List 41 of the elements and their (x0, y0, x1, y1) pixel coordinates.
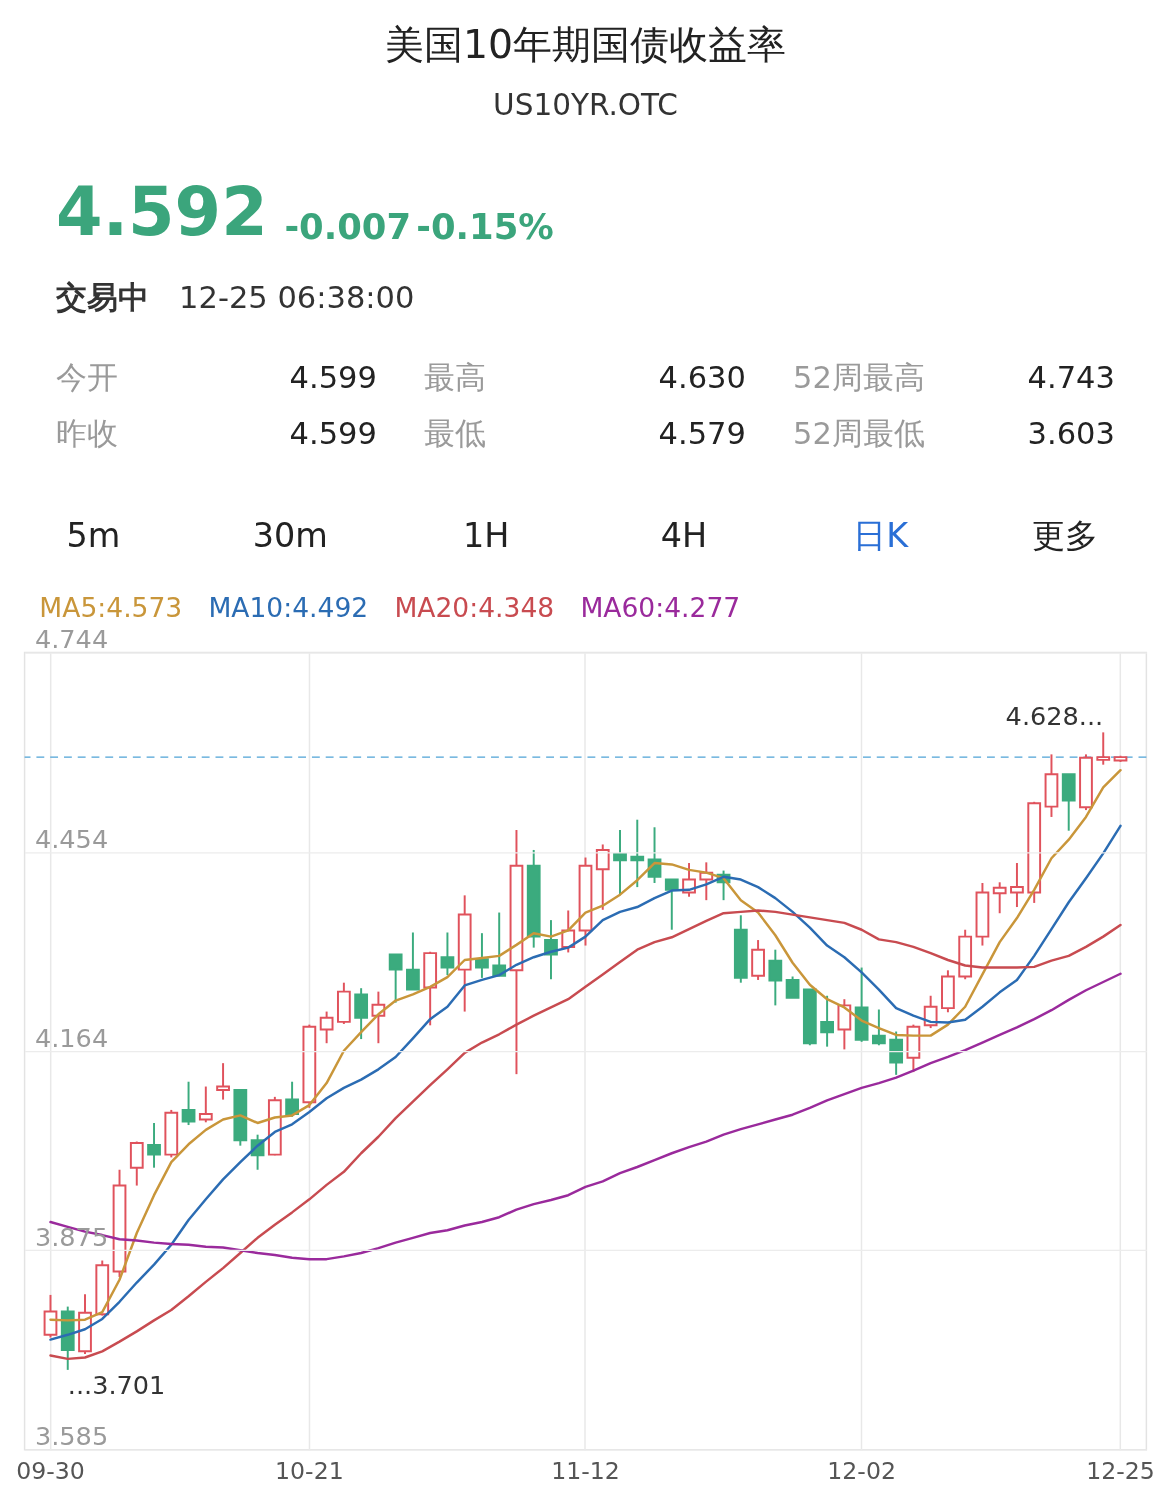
text: 4.599 (289, 359, 377, 395)
text: 更多 (1031, 516, 1098, 556)
y-tick-label: 4.454 (34, 823, 109, 854)
text: 4.743 (1027, 359, 1115, 395)
text: 1H (462, 516, 510, 556)
text: 今开 (56, 359, 119, 395)
text: 交易中 (55, 280, 150, 316)
text: 美国10年期国债收益率 (384, 21, 787, 68)
text: 5m (66, 516, 121, 556)
text: 3.603 (1027, 415, 1115, 451)
text: 4.592 (56, 173, 268, 252)
x-tick-label: 11-12 (551, 1456, 620, 1485)
text: MA60:4.277 (580, 592, 741, 624)
text: 4H (660, 516, 708, 556)
annotation: 4.628... (1005, 701, 1104, 732)
text: US10YR.OTC (493, 88, 678, 123)
text: -0.15% (416, 206, 554, 248)
x-tick-label: 12-02 (827, 1456, 896, 1485)
text: 52周最低 (793, 415, 925, 451)
text: MA10:4.492 (208, 592, 369, 624)
text: 4.599 (289, 415, 377, 451)
text: 日K (853, 516, 910, 556)
text: 最高 (424, 359, 487, 395)
text: 4.630 (658, 359, 746, 395)
y-tick-label: 4.744 (34, 624, 109, 655)
text: MA5:4.573 (39, 592, 183, 624)
y-tick-label: 4.164 (34, 1023, 109, 1054)
y-tick-label: 3.875 (34, 1221, 109, 1252)
text: 最低 (424, 415, 487, 451)
text: 昨收 (56, 415, 119, 451)
x-tick-label: 10-21 (275, 1456, 344, 1485)
text: 12-25 06:38:00 (179, 280, 415, 316)
text: MA20:4.348 (394, 592, 555, 624)
annotation: ...3.701 (67, 1370, 166, 1401)
y-tick-label: 3.585 (34, 1421, 109, 1452)
x-tick-label: 12-25 (1086, 1456, 1155, 1485)
text: 52周最高 (793, 359, 925, 395)
text: -0.007 (284, 206, 412, 248)
x-tick-label: 09-30 (16, 1456, 85, 1485)
text: 30m (252, 516, 328, 556)
text: 4.579 (658, 415, 746, 451)
